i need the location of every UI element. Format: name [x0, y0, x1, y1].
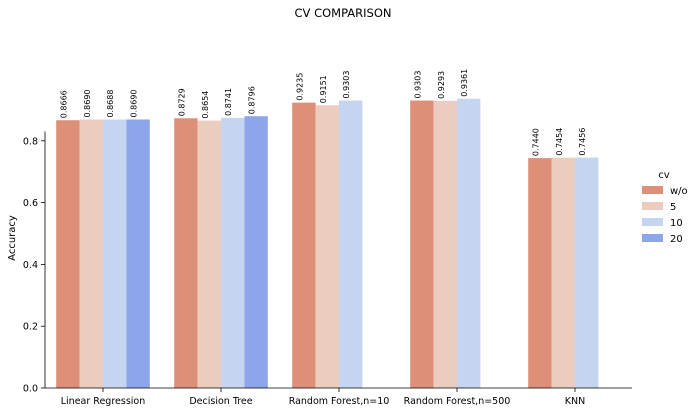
y-axis-label: Accuracy: [7, 215, 18, 261]
legend-label: 10: [670, 218, 683, 229]
legend: cv w/o 5 10 20: [642, 170, 688, 245]
bar-value-label: 0.9303: [342, 71, 351, 99]
x-tick-label: Random Forest,n=10: [289, 396, 390, 407]
bar-value-label: 0.8666: [59, 90, 68, 118]
bar-value-label: 0.8741: [224, 88, 233, 116]
bar-value-label: 0.9361: [460, 69, 469, 97]
plot-area: 0.8666 0.8690 0.8688 0.8690 Linear Regressio…: [23, 69, 632, 407]
bar: [79, 119, 103, 388]
bar-value-label: 0.9235: [295, 73, 304, 101]
x-tick-label: KNN: [565, 396, 585, 407]
legend-label: 20: [670, 234, 683, 245]
bar-value-label: 0.8688: [106, 90, 115, 118]
legend-label: w/o: [670, 186, 688, 197]
bar: [292, 102, 316, 388]
bar: [551, 157, 575, 388]
legend-swatch: [642, 186, 663, 194]
bar: [315, 105, 339, 388]
bar: [339, 100, 363, 388]
bar: [174, 118, 198, 389]
y-tick-label: 0.4: [23, 260, 38, 271]
bar: [433, 100, 457, 388]
bar-value-label: 0.9293: [437, 71, 446, 99]
bar: [528, 158, 552, 388]
y-tick-label: 0.2: [23, 322, 38, 333]
x-tick-label: Linear Regression: [61, 396, 146, 407]
bar-value-label: 0.8729: [177, 88, 186, 116]
legend-label: 5: [670, 202, 676, 213]
chart-title: CV COMPARISON: [295, 6, 392, 20]
legend-swatch: [642, 218, 663, 226]
bar: [410, 100, 434, 388]
legend-swatch: [642, 234, 663, 242]
bar-value-label: 0.8796: [248, 86, 257, 114]
x-tick-label: Random Forest,n=500: [404, 396, 511, 407]
y-tick-label: 0.0: [23, 384, 38, 395]
bar-value-label: 0.8690: [130, 89, 139, 117]
bar-value-label: 0.7456: [578, 128, 587, 156]
y-tick-label: 0.6: [23, 198, 38, 209]
bar: [221, 117, 245, 389]
bar-value-label: 0.9303: [413, 71, 422, 99]
legend-swatch: [642, 202, 663, 210]
y-tick-label: 0.8: [23, 136, 38, 147]
bar-value-label: 0.7440: [531, 128, 540, 156]
bar: [457, 98, 481, 388]
bar-value-label: 0.7454: [555, 128, 564, 156]
bar-value-label: 0.8654: [201, 91, 210, 119]
bar: [575, 157, 599, 388]
bar: [244, 116, 268, 388]
bar-value-label: 0.9151: [319, 75, 328, 103]
bar-value-label: 0.8690: [83, 89, 92, 117]
bar: [103, 119, 127, 388]
legend-title: cv: [658, 170, 669, 181]
bar: [197, 120, 221, 388]
bar: [56, 120, 80, 388]
bar: [126, 119, 150, 388]
x-tick-label: Decision Tree: [189, 396, 252, 407]
